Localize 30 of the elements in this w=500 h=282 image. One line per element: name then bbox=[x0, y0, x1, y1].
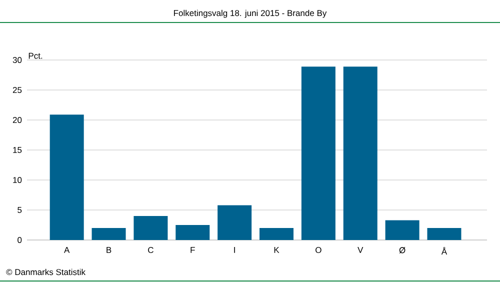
x-tick-label: O bbox=[316, 247, 322, 254]
x-tick-label: Å bbox=[441, 247, 448, 254]
bar bbox=[176, 225, 210, 240]
bar bbox=[134, 216, 168, 240]
text: © Danmarks Statistik bbox=[6, 268, 86, 276]
y-tick-label: 20 bbox=[12, 116, 22, 124]
bar bbox=[260, 228, 294, 240]
chart-title: Folketingsvalg 18. juni 2015 - Brande By bbox=[174, 10, 327, 18]
y-tick-label: 10 bbox=[13, 176, 22, 184]
x-tick-label: K bbox=[274, 247, 280, 253]
bar bbox=[218, 205, 252, 240]
x-tick-label: A bbox=[64, 247, 70, 253]
y-tick-label: 0 bbox=[18, 236, 22, 244]
y-tick-label: 30 bbox=[12, 56, 22, 63]
y-tick-label: 25 bbox=[12, 86, 22, 93]
bar bbox=[343, 66, 378, 240]
y-tick-label: 5 bbox=[18, 207, 22, 213]
bar bbox=[385, 220, 420, 240]
y-axis-title: Pct. bbox=[28, 52, 42, 59]
bar bbox=[427, 228, 462, 240]
y-tick-label: 15 bbox=[13, 147, 22, 153]
x-tick-label: V bbox=[358, 247, 364, 253]
x-tick-label: C bbox=[148, 247, 154, 254]
bar bbox=[92, 228, 126, 240]
x-tick-label: I bbox=[234, 247, 235, 253]
x-tick-label: F bbox=[190, 247, 195, 253]
bar bbox=[50, 114, 84, 240]
bar bbox=[301, 66, 336, 240]
x-tick-label: B bbox=[106, 247, 112, 253]
x-tick-label: Ø bbox=[399, 247, 406, 254]
